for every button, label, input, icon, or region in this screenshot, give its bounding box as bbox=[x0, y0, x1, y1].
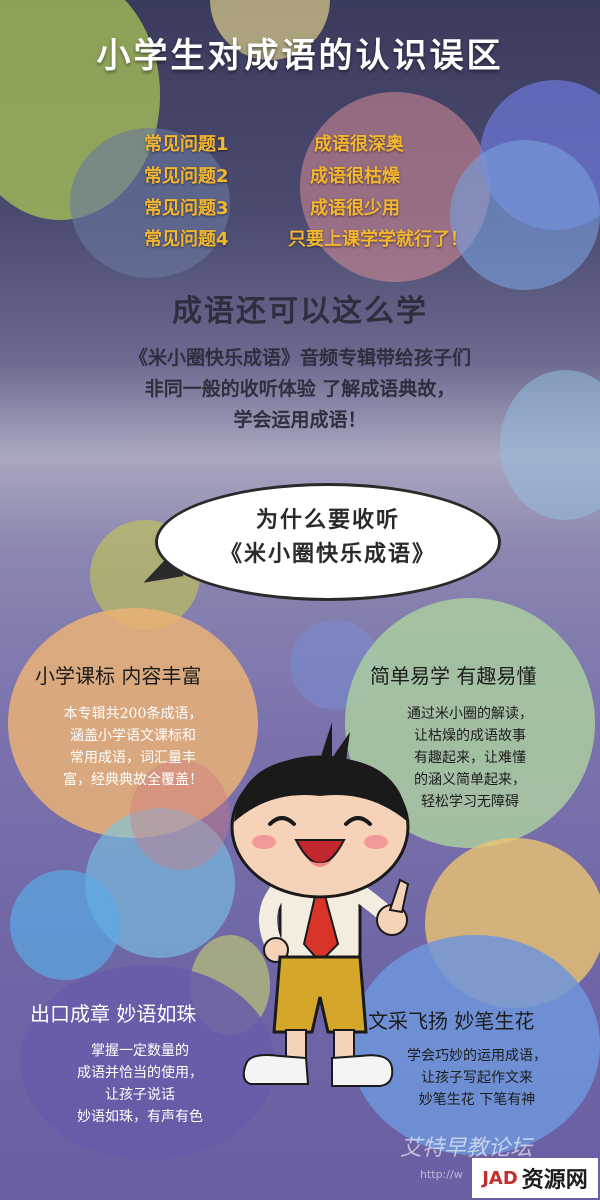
feature-line: 让孩子说话 bbox=[105, 1087, 175, 1103]
intro-line: 《米小圈快乐成语》音频专辑带给孩子们 bbox=[128, 347, 471, 369]
question-label: 常见问题4 bbox=[144, 229, 229, 250]
feature-line: 有趣起来，让难懂 bbox=[414, 750, 526, 766]
speech-bubble bbox=[155, 483, 501, 601]
question-value: 成语很少用 bbox=[310, 198, 400, 219]
site-logo: JAD 资源网 bbox=[472, 1158, 598, 1198]
character-tongue bbox=[308, 860, 332, 867]
speech-line: 为什么要收听 bbox=[255, 508, 400, 533]
feature-line: 常用成语，词汇量丰 bbox=[70, 750, 196, 766]
feature-body: 通过米小圈的解读， 让枯燥的成语故事 有趣起来，让难懂 的涵义简单起来， 轻松学… bbox=[360, 703, 580, 813]
logo-text: 资源网 bbox=[521, 1168, 588, 1193]
page-title: 小学生对成语的认识误区 bbox=[96, 36, 504, 76]
feature-line: 的涵义简单起来， bbox=[414, 772, 526, 788]
feature-line: 掌握一定数量的 bbox=[91, 1043, 189, 1059]
watermark-url: http://w bbox=[420, 1168, 463, 1181]
feature-line: 富，经典典故全覆盖！ bbox=[63, 772, 203, 788]
bg-bubble bbox=[130, 760, 230, 870]
cartoon-character bbox=[230, 722, 410, 1087]
feature-line: 妙语如珠，有声有色 bbox=[77, 1109, 203, 1125]
logo-mark: JAD bbox=[482, 1167, 518, 1189]
feature-title: 文采飞扬 妙笔生花 bbox=[368, 1009, 535, 1033]
question-value: 只要上课学学就行了！ bbox=[288, 229, 468, 250]
feature-line: 本专辑共200条成语， bbox=[63, 706, 203, 722]
feature-title: 简单易学 有趣易懂 bbox=[370, 664, 537, 688]
speech-line: 《米小圈快乐成语》 bbox=[219, 542, 436, 567]
question-label: 常见问题1 bbox=[144, 134, 229, 155]
bg-bubble bbox=[10, 870, 120, 980]
feature-line: 学会巧妙的运用成语， bbox=[407, 1048, 547, 1064]
character-left-eye bbox=[268, 816, 296, 826]
bg-bubble bbox=[20, 965, 275, 1160]
character-right-cheek bbox=[364, 835, 388, 849]
bg-bubble bbox=[350, 935, 600, 1155]
bg-bubble bbox=[8, 608, 258, 838]
speech-bubble-text: 为什么要收听 《米小圈快乐成语》 bbox=[155, 504, 501, 572]
feature-line: 轻松学习无障碍 bbox=[421, 794, 519, 810]
feature-title: 小学课标 内容丰富 bbox=[35, 664, 202, 688]
character-left-cheek bbox=[252, 835, 276, 849]
section-subtitle: 成语还可以这么学 bbox=[172, 294, 428, 329]
character-hair bbox=[234, 757, 408, 822]
feature-title: 出口成章 妙语如珠 bbox=[30, 1002, 197, 1026]
character-shorts bbox=[272, 955, 368, 1034]
bg-bubble bbox=[500, 370, 600, 520]
feature-line: 涵盖小学语文课标和 bbox=[70, 728, 196, 744]
feature-line: 让枯燥的成语故事 bbox=[414, 728, 526, 744]
intro-line: 学会运用成语！ bbox=[233, 409, 367, 431]
feature-body: 掌握一定数量的 成语并恰当的使用， 让孩子说话 妙语如珠，有声有色 bbox=[30, 1040, 250, 1128]
bg-bubble bbox=[450, 140, 600, 290]
watermark-text: 艾特早教论坛 bbox=[400, 1136, 533, 1161]
bg-bubble bbox=[70, 128, 230, 278]
character-right-shoe bbox=[331, 1054, 394, 1087]
question-label: 常见问题3 bbox=[144, 198, 229, 219]
feature-body: 本专辑共200条成语， 涵盖小学语文课标和 常用成语，词汇量丰 富，经典典故全覆… bbox=[18, 703, 248, 791]
question-label: 常见问题2 bbox=[144, 166, 229, 187]
feature-body: 学会巧妙的运用成语， 让孩子写起作文来 妙笔生花 下笔有神 bbox=[362, 1045, 592, 1111]
character-right-eye bbox=[344, 816, 372, 826]
feature-line: 让孩子写起作文来 bbox=[421, 1070, 533, 1086]
feature-line: 成语并恰当的使用， bbox=[77, 1065, 203, 1081]
question-value: 成语很枯燥 bbox=[310, 166, 400, 187]
intro-line: 非同一般的收听体验 了解成语典故， bbox=[144, 378, 456, 400]
feature-line: 通过米小圈的解读， bbox=[407, 706, 533, 722]
character-left-shoe bbox=[242, 1054, 310, 1085]
question-value: 成语很深奥 bbox=[314, 134, 404, 155]
feature-line: 妙笔生花 下笔有神 bbox=[418, 1092, 536, 1108]
intro-text: 《米小圈快乐成语》音频专辑带给孩子们 非同一般的收听体验 了解成语典故， 学会运… bbox=[40, 343, 560, 436]
character-pointing-finger bbox=[388, 878, 410, 914]
